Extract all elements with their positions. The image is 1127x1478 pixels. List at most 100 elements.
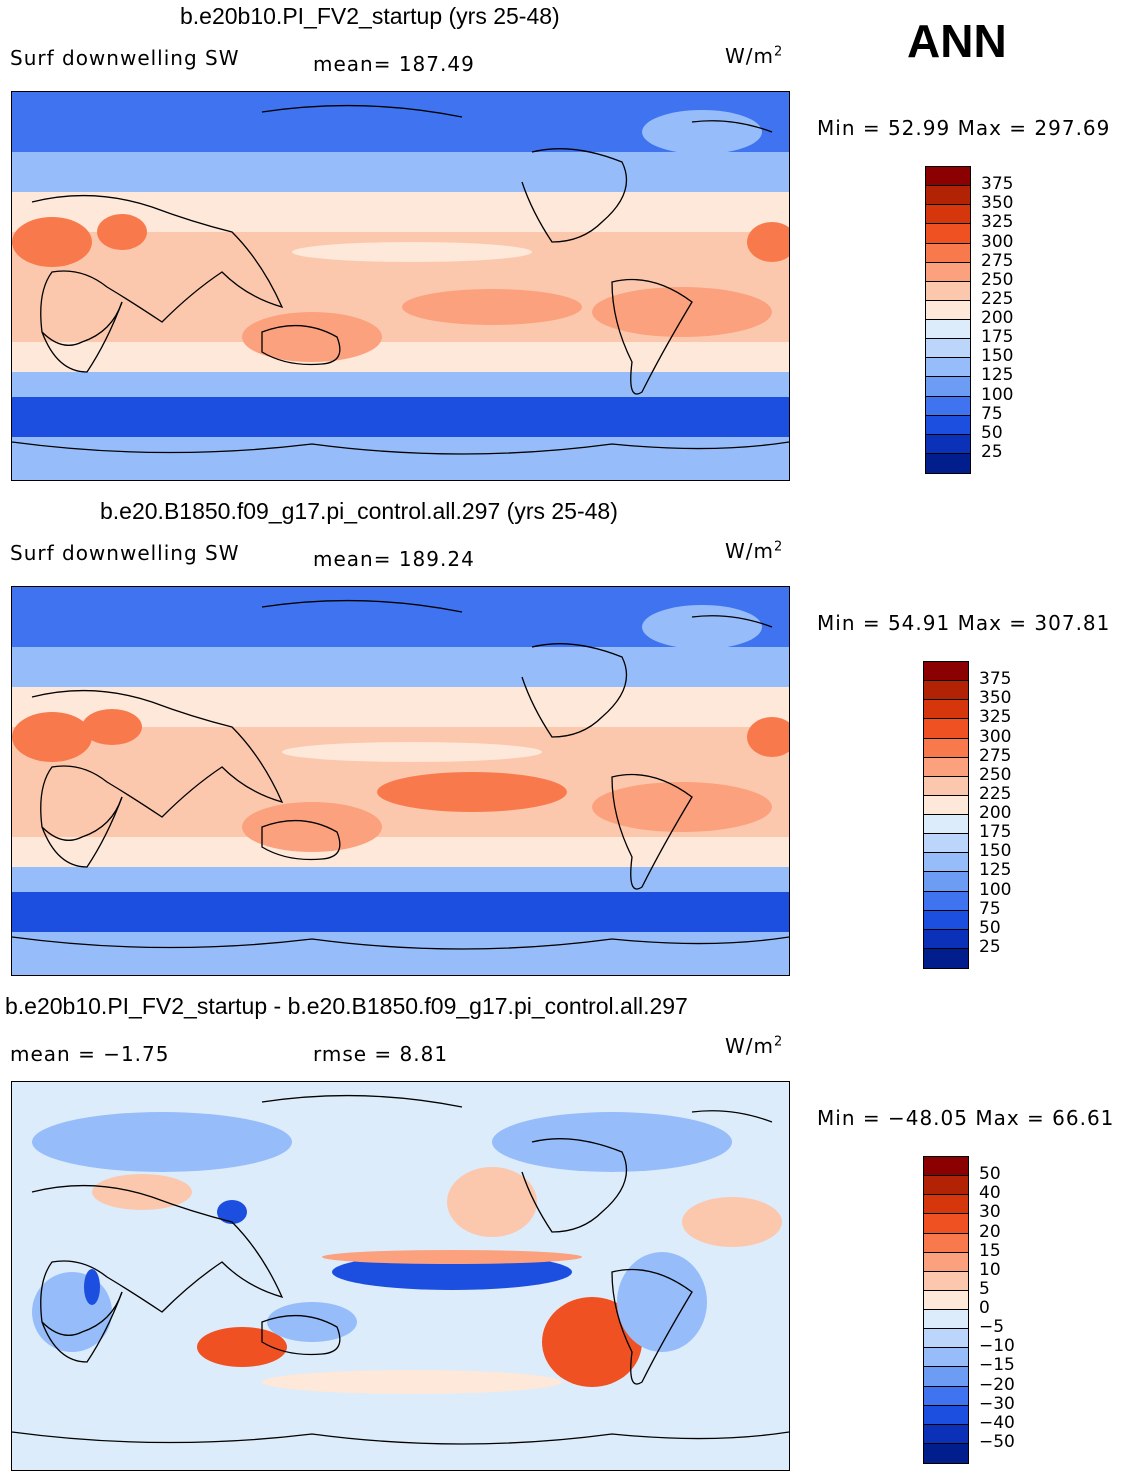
season-label: ANN (907, 15, 1007, 67)
colorbar-swatch (924, 1271, 968, 1291)
colorbar-swatch (924, 757, 968, 777)
colorbar-swatch (926, 224, 970, 244)
colorbar-swatch (926, 281, 970, 301)
panel-2-minmax: Min = 54.91 Max = 307.81 (817, 611, 1111, 635)
colorbar-tick-label: 40 (979, 1183, 1001, 1204)
panel-2-title: b.e20.B1850.f09_g17.pi_control.all.297 (… (100, 498, 618, 524)
colorbar-swatch (924, 1348, 968, 1368)
colorbar-tick-label: 200 (981, 308, 1014, 328)
colorbar-swatch (924, 719, 968, 739)
panel-2-map (11, 586, 790, 976)
colorbar-tick-label: 75 (979, 898, 1001, 919)
colorbar-swatch (926, 186, 970, 206)
colorbar-swatch (926, 300, 970, 320)
colorbar-swatch (924, 834, 968, 854)
colorbar-tick-label: 225 (981, 288, 1014, 309)
colorbar-swatch (924, 1424, 968, 1444)
colorbar-swatch (926, 358, 970, 378)
colorbar-swatch (924, 1443, 968, 1463)
colorbar-swatch (926, 339, 970, 359)
colorbar-tick-label: 375 (979, 669, 1012, 690)
colorbar-swatch (926, 167, 970, 187)
colorbar-swatch (924, 795, 968, 815)
colorbar-swatch (924, 1214, 968, 1234)
colorbar-swatch (926, 453, 970, 473)
colorbar-swatch (924, 681, 968, 701)
colorbar-swatch (924, 853, 968, 873)
colorbar-tick-label: 30 (979, 1202, 1001, 1223)
colorbar-swatch (924, 738, 968, 758)
colorbar-swatch (924, 1329, 968, 1349)
colorbar-tick-label: 375 (981, 174, 1014, 195)
colorbar-swatch (926, 415, 970, 435)
colorbar-tick-label: −30 (979, 1393, 1015, 1414)
colorbar-tick-label: 175 (979, 822, 1012, 843)
colorbar-tick-label: 125 (979, 860, 1012, 881)
colorbar-tick-label: 125 (981, 365, 1014, 386)
colorbar-swatch (924, 929, 968, 949)
panel-1-variable-label: Surf downwelling SW (10, 46, 240, 70)
colorbar-tick-label: −20 (979, 1374, 1015, 1395)
panel-3-rmse: rmse = 8.81 (313, 1042, 449, 1066)
colorbar-tick-label: 175 (981, 327, 1014, 348)
colorbar-swatch (924, 815, 968, 835)
panel-2-colorbar (923, 661, 969, 969)
colorbar-swatch (924, 662, 968, 682)
colorbar-swatch (924, 776, 968, 796)
colorbar-tick-label: 75 (981, 403, 1003, 424)
colorbar-tick-label: 25 (979, 936, 1001, 957)
colorbar-tick-label: 200 (979, 803, 1012, 823)
colorbar-tick-label: 50 (979, 917, 1001, 938)
colorbar-tick-label: 350 (979, 688, 1012, 709)
panel-2-mean: mean= 189.24 (313, 547, 475, 571)
colorbar-tick-label: 15 (979, 1240, 1001, 1261)
colorbar-swatch (924, 891, 968, 911)
colorbar-tick-label: 150 (979, 841, 1012, 862)
colorbar-swatch (924, 872, 968, 892)
colorbar-tick-label: 5 (979, 1278, 990, 1299)
colorbar-tick-label: 10 (979, 1259, 1001, 1280)
colorbar-swatch (924, 700, 968, 720)
colorbar-swatch (926, 320, 970, 340)
colorbar-tick-label: 300 (981, 231, 1014, 252)
colorbar-swatch (926, 205, 970, 225)
colorbar-swatch (926, 243, 970, 263)
colorbar-tick-label: 0 (979, 1298, 990, 1318)
colorbar-tick-label: 25 (981, 441, 1003, 462)
panel-3-map (11, 1081, 790, 1471)
panel-3-units: W/m2 (725, 1034, 784, 1058)
panel-3-colorbar (923, 1156, 969, 1464)
panel-1-title: b.e20b10.PI_FV2_startup (yrs 25-48) (180, 3, 560, 29)
colorbar-tick-label: 325 (981, 212, 1014, 233)
panel-1-colorbar (925, 166, 971, 474)
colorbar-tick-label: −10 (979, 1336, 1015, 1357)
colorbar-swatch (924, 1195, 968, 1215)
colorbar-tick-label: −15 (979, 1355, 1015, 1376)
colorbar-swatch (924, 1252, 968, 1272)
colorbar-tick-label: 100 (981, 384, 1014, 405)
colorbar-tick-label: 275 (979, 745, 1012, 766)
panel-1-map (11, 91, 790, 481)
colorbar-swatch (924, 1386, 968, 1406)
colorbar-tick-label: 150 (981, 346, 1014, 367)
colorbar-swatch (926, 377, 970, 397)
colorbar-tick-label: 225 (979, 783, 1012, 804)
panel-1-minmax: Min = 52.99 Max = 297.69 (817, 116, 1111, 140)
panel-2-variable-label: Surf downwelling SW (10, 541, 240, 565)
colorbar-tick-label: 250 (979, 764, 1012, 785)
colorbar-swatch (924, 1176, 968, 1196)
colorbar-swatch (924, 1157, 968, 1177)
colorbar-tick-label: −5 (979, 1317, 1005, 1338)
panel-3-title: b.e20b10.PI_FV2_startup - b.e20.B1850.f0… (5, 993, 688, 1019)
panel-3-mean: mean = −1.75 (10, 1042, 170, 1066)
colorbar-tick-label: 275 (981, 250, 1014, 271)
colorbar-tick-label: 50 (979, 1164, 1001, 1185)
panel-3-minmax: Min = −48.05 Max = 66.61 (817, 1106, 1115, 1130)
panel-1-mean: mean= 187.49 (313, 52, 475, 76)
colorbar-swatch (926, 396, 970, 416)
colorbar-tick-label: 50 (981, 422, 1003, 443)
colorbar-tick-label: 300 (979, 726, 1012, 747)
colorbar-swatch (924, 1310, 968, 1330)
colorbar-tick-label: 325 (979, 707, 1012, 728)
colorbar-swatch (924, 1233, 968, 1253)
